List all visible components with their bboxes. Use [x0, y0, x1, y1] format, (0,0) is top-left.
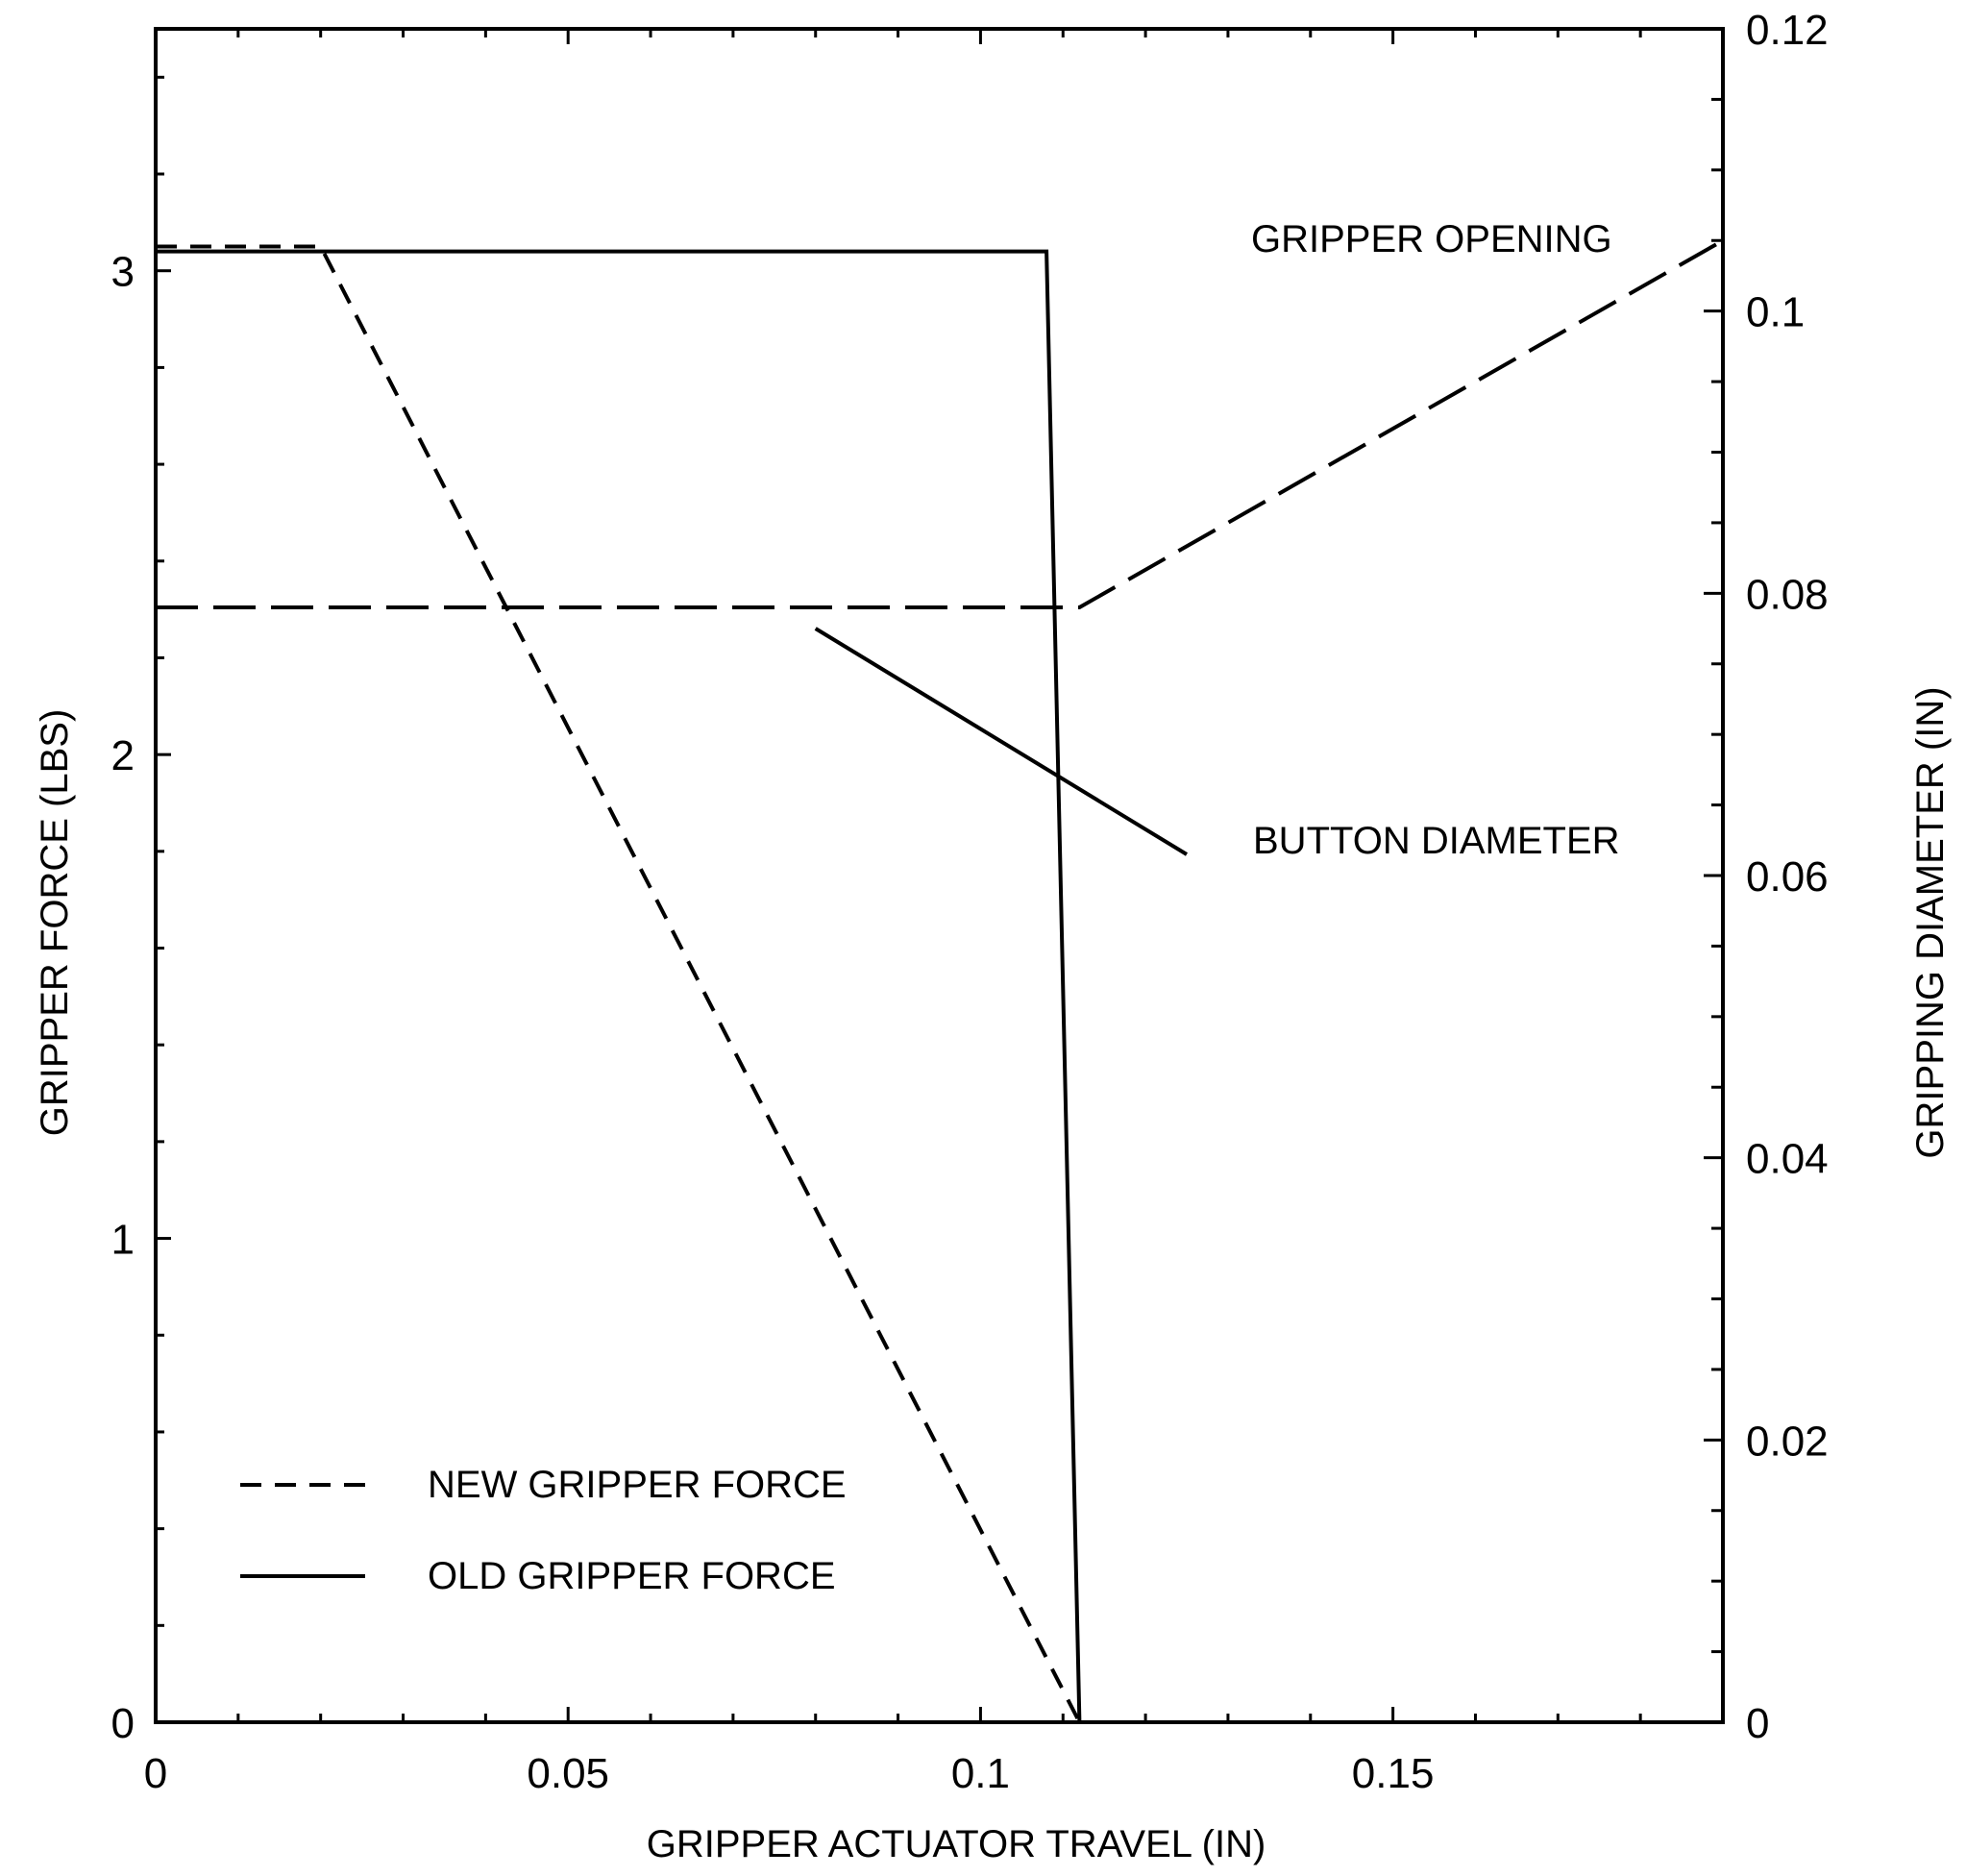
y2-tick-label: 0.08: [1746, 571, 1829, 618]
legend-label-new-gripper-force: NEW GRIPPER FORCE: [428, 1464, 847, 1506]
y-axis-title: GRIPPER FORCE (LBS): [34, 709, 76, 1137]
series-old-gripper-force: [156, 249, 1082, 1723]
x-tick-label: 0: [144, 1750, 167, 1797]
legend-label-old-gripper-force: OLD GRIPPER FORCE: [428, 1555, 836, 1597]
y-tick-label: 3: [111, 249, 135, 296]
series-button-diameter: [814, 627, 1189, 856]
y-tick-label: 1: [111, 1217, 135, 1264]
x-tick-label: 0.15: [1352, 1750, 1435, 1797]
ticks: [154, 27, 1725, 1724]
x-axis-title: GRIPPER ACTUATOR TRAVEL (IN): [647, 1823, 1266, 1865]
series-new-gripper-force: [156, 244, 1082, 1723]
y2-tick-label: 0.06: [1746, 853, 1829, 901]
plot-frame: [154, 27, 1725, 1724]
y2-tick-label: 0: [1746, 1700, 1769, 1747]
y2-axis-title: GRIPPING DIAMETER (IN): [1909, 686, 1952, 1158]
y-tick-label: 0: [111, 1700, 135, 1747]
legend: NEW GRIPPER FORCE OLD GRIPPER FORCE: [240, 1464, 847, 1597]
y2-tick-label: 0.02: [1746, 1418, 1829, 1465]
x-tick-label: 0.05: [527, 1750, 609, 1797]
annotation-button-diameter: BUTTON DIAMETER: [1253, 820, 1620, 862]
y-tick-label: 2: [111, 732, 135, 779]
y2-tick-label: 0.04: [1746, 1136, 1829, 1183]
x-tick-label: 0.1: [951, 1750, 1010, 1797]
y2-tick-label: 0.12: [1746, 7, 1829, 54]
series-gripper-opening: [156, 238, 1724, 609]
tick-labels: 0 0.05 0.1 0.15 0 1 2 3 0 0.02 0.04 0.06 0.08 0.1 0.12: [111, 7, 1829, 1797]
series-layer: [156, 238, 1724, 1723]
annotation-gripper-opening: GRIPPER OPENING: [1251, 218, 1612, 260]
plot-border: [154, 27, 1725, 1724]
y2-tick-label: 0.1: [1746, 289, 1805, 336]
